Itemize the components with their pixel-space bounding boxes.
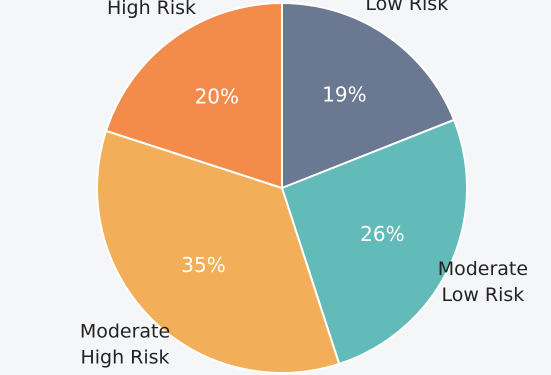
pie-slice-0 bbox=[281, 1, 456, 190]
slice-value-label-1: 26% bbox=[360, 222, 404, 246]
slice-category-label-1-line-0: Moderate bbox=[438, 258, 528, 280]
slice-value-label-3: 20% bbox=[195, 85, 239, 109]
slice-category-label-3-line-0: High Risk bbox=[107, 0, 196, 19]
slice-category-label-0: Low Risk bbox=[365, 0, 448, 15]
slice-value-label-0: 19% bbox=[322, 83, 366, 107]
pie-slice-3 bbox=[104, 1, 283, 190]
slice-category-label-1: Moderate Low Risk bbox=[438, 258, 528, 306]
slice-category-label-2-line-1: High Risk bbox=[80, 347, 169, 369]
slice-category-label-1-line-1: Low Risk bbox=[441, 284, 524, 306]
pie-slice-2 bbox=[95, 129, 341, 375]
pie-slice-1 bbox=[280, 118, 468, 366]
slice-category-label-2: Moderate High Risk bbox=[80, 321, 170, 369]
slice-category-label-2-line-0: Moderate bbox=[80, 321, 170, 343]
slice-category-label-0-line-0: Low Risk bbox=[365, 0, 448, 15]
slice-value-label-2: 35% bbox=[181, 253, 225, 277]
slice-category-label-3: High Risk bbox=[107, 0, 196, 19]
